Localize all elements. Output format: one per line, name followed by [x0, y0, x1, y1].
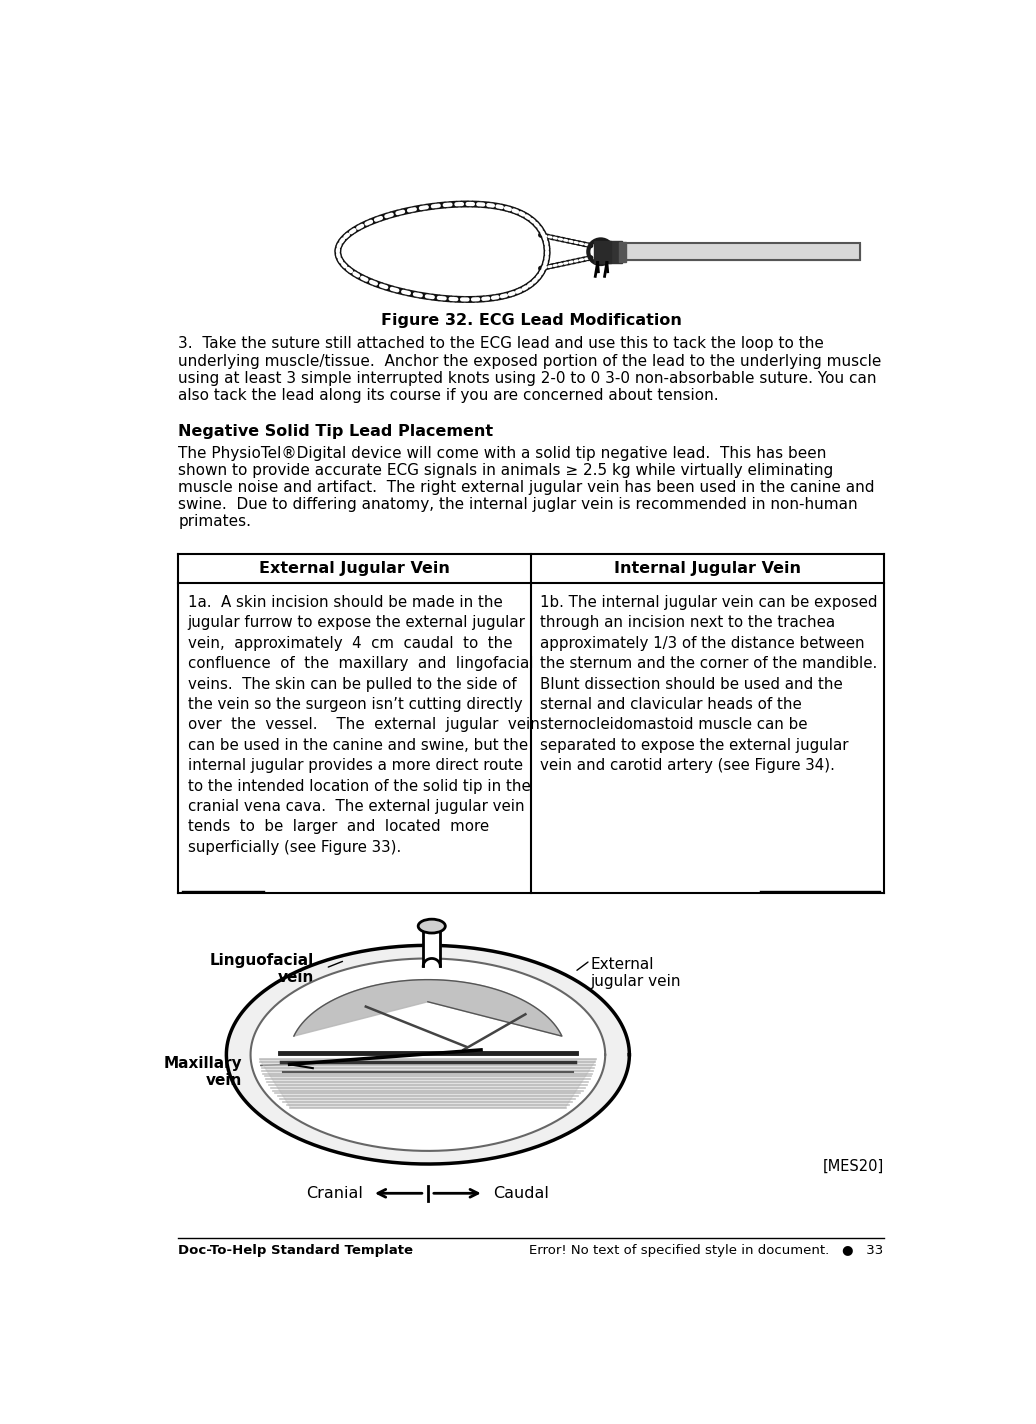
- Text: to the intended location of the solid tip in the: to the intended location of the solid ti…: [188, 779, 530, 793]
- Text: muscle noise and artifact.  The right external jugular vein has been used in the: muscle noise and artifact. The right ext…: [178, 480, 874, 494]
- Text: confluence  of  the  maxillary  and  lingofacial: confluence of the maxillary and lingofac…: [188, 656, 534, 671]
- Text: through an incision next to the trachea: through an incision next to the trachea: [540, 615, 835, 631]
- Text: Blunt dissection should be used and the: Blunt dissection should be used and the: [540, 676, 843, 692]
- Text: Figure 32. ECG Lead Modification: Figure 32. ECG Lead Modification: [380, 313, 682, 329]
- Text: underlying muscle/tissue.  Anchor the exposed portion of the lead to the underly: underlying muscle/tissue. Anchor the exp…: [178, 353, 882, 369]
- Text: the vein so the surgeon isn’t cutting directly: the vein so the surgeon isn’t cutting di…: [188, 696, 522, 712]
- Text: jugular furrow to expose the external jugular: jugular furrow to expose the external ju…: [188, 615, 525, 631]
- Text: vein and carotid artery (see Figure 34).: vein and carotid artery (see Figure 34).: [540, 758, 835, 773]
- Text: sternocleidomastoid muscle can be: sternocleidomastoid muscle can be: [540, 718, 808, 732]
- Polygon shape: [227, 946, 630, 1163]
- Polygon shape: [294, 980, 562, 1037]
- Text: vein,  approximately  4  cm  caudal  to  the: vein, approximately 4 cm caudal to the: [188, 635, 512, 651]
- Text: Cranial: Cranial: [306, 1186, 363, 1200]
- Text: Doc-To-Help Standard Template: Doc-To-Help Standard Template: [178, 1245, 413, 1257]
- Bar: [594, 241, 611, 262]
- Text: also tack the lead along its course if you are concerned about tension.: also tack the lead along its course if y…: [178, 387, 719, 403]
- Text: can be used in the canine and swine, but the: can be used in the canine and swine, but…: [188, 738, 527, 753]
- Text: approximately 1/3 of the distance between: approximately 1/3 of the distance betwee…: [540, 635, 865, 651]
- Text: veins.  The skin can be pulled to the side of: veins. The skin can be pulled to the sid…: [188, 676, 516, 692]
- Text: 1a.  A skin incision should be made in the: 1a. A skin incision should be made in th…: [188, 595, 502, 609]
- Bar: [611, 244, 860, 261]
- Text: Maxillary
vein: Maxillary vein: [164, 1055, 242, 1088]
- Text: Linguofacial
vein: Linguofacial vein: [210, 953, 314, 985]
- Text: 3.  Take the suture still attached to the ECG lead and use this to tack the loop: 3. Take the suture still attached to the…: [178, 336, 825, 352]
- Bar: [620, 242, 626, 262]
- Bar: [608, 241, 622, 262]
- Text: Negative Solid Tip Lead Placement: Negative Solid Tip Lead Placement: [178, 424, 493, 439]
- Text: cranial vena cava.  The external jugular vein: cranial vena cava. The external jugular …: [188, 799, 524, 815]
- Text: superficially (see Figure 33).: superficially (see Figure 33).: [188, 840, 401, 854]
- Text: Error! No text of specified style in document.   ●   33: Error! No text of specified style in doc…: [529, 1245, 884, 1257]
- Text: shown to provide accurate ECG signals in animals ≥ 2.5 kg while virtually elimin: shown to provide accurate ECG signals in…: [178, 463, 834, 477]
- Text: swine.  Due to differing anatomy, the internal juglar vein is recommended in non: swine. Due to differing anatomy, the int…: [178, 497, 858, 511]
- Bar: [611, 244, 860, 261]
- Polygon shape: [424, 930, 440, 965]
- Polygon shape: [251, 958, 605, 1151]
- Text: the sternum and the corner of the mandible.: the sternum and the corner of the mandib…: [540, 656, 877, 671]
- Text: External
jugular vein: External jugular vein: [591, 957, 681, 988]
- Text: Internal Jugular Vein: Internal Jugular Vein: [613, 561, 801, 577]
- Text: External Jugular Vein: External Jugular Vein: [259, 561, 450, 577]
- Text: primates.: primates.: [178, 514, 252, 528]
- Text: [MES20]: [MES20]: [823, 1159, 884, 1173]
- Ellipse shape: [419, 918, 445, 933]
- Text: Caudal: Caudal: [493, 1186, 549, 1200]
- Text: using at least 3 simple interrupted knots using 2-0 to 0 3-0 non-absorbable sutu: using at least 3 simple interrupted knot…: [178, 370, 876, 386]
- Text: 1b. The internal jugular vein can be exposed: 1b. The internal jugular vein can be exp…: [540, 595, 877, 609]
- Text: The PhysioTel®Digital device will come with a solid tip negative lead.  This has: The PhysioTel®Digital device will come w…: [178, 446, 827, 460]
- Text: over  the  vessel.    The  external  jugular  vein: over the vessel. The external jugular ve…: [188, 718, 540, 732]
- Text: internal jugular provides a more direct route: internal jugular provides a more direct …: [188, 758, 522, 773]
- Text: tends  to  be  larger  and  located  more: tends to be larger and located more: [188, 819, 489, 834]
- Polygon shape: [260, 1059, 596, 1108]
- Text: separated to expose the external jugular: separated to expose the external jugular: [540, 738, 848, 753]
- Text: sternal and clavicular heads of the: sternal and clavicular heads of the: [540, 696, 802, 712]
